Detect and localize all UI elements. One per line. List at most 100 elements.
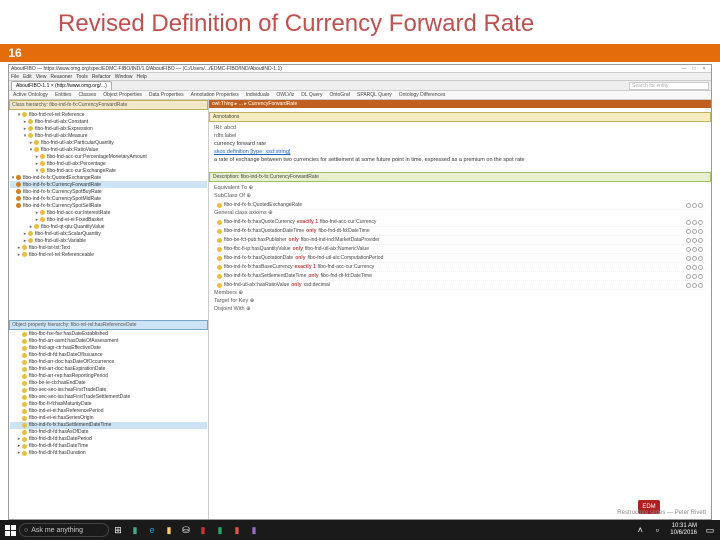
tree-item[interactable]: fibo-fbc-fi-fi:hasMaturityDate: [10, 401, 207, 408]
tray-network-icon[interactable]: ▫: [649, 522, 665, 538]
tree-item[interactable]: fibo-fbc-fse-fse:hasDateEstablished: [10, 331, 207, 338]
notifications-icon[interactable]: ▭: [702, 522, 718, 538]
tree-item[interactable]: ▸fibo-fnd-dt-fd:hasDuration: [10, 450, 207, 457]
tree-item[interactable]: fibo-ind-fx-fx:hasSettlementDateTime: [10, 422, 207, 429]
tree-item[interactable]: ▸fibo-fnd-qt-qtu:QuantityValue: [10, 223, 207, 230]
delete-icon[interactable]: [692, 274, 697, 279]
tree-item[interactable]: fibo-ind-ei-ei:hasSeriesOrigin: [10, 415, 207, 422]
view-tab-active-ontology[interactable]: Active Ontology: [11, 92, 50, 98]
tree-item[interactable]: fibo-ind-fx-fx:CurrencyForwardRate: [10, 181, 207, 188]
ontology-tab[interactable]: AboutFIBO-1.1 × (http://www.omg.org/...): [11, 81, 112, 90]
tree-item[interactable]: fibo-fnd-dt-fd:hasDateOfIssuance: [10, 352, 207, 359]
tree-item[interactable]: ▸fibo-fnd-utl-alx:ScalarQuantity: [10, 230, 207, 237]
view-tab-annotation-properties[interactable]: Annotation Properties: [189, 92, 241, 98]
equivalent-to-label[interactable]: Equivalent To ⊕: [214, 185, 253, 191]
window-close-button[interactable]: ×: [699, 66, 709, 72]
view-tab-classes[interactable]: Classes: [76, 92, 98, 98]
tree-item[interactable]: fibo-be-le-cb:hasEndDate: [10, 380, 207, 387]
powerpoint-icon[interactable]: ▮: [229, 522, 245, 538]
view-tab-dl-query[interactable]: DL Query: [299, 92, 324, 98]
menu-edit[interactable]: Edit: [23, 74, 32, 80]
tree-item[interactable]: ▸fibo-fnd-acc-cur:PercentageMonetaryAmou…: [10, 153, 207, 160]
tree-item[interactable]: ▾fibo-fnd-rel-rel:Reference: [10, 111, 207, 118]
anon-ancestors-label[interactable]: General class axioms ⊕: [214, 210, 273, 216]
window-maximize-button[interactable]: □: [689, 66, 699, 72]
menu-help[interactable]: Help: [137, 74, 147, 80]
edit-icon[interactable]: [686, 229, 691, 234]
annotate-icon[interactable]: [698, 229, 703, 234]
edit-icon[interactable]: [686, 265, 691, 270]
tree-item[interactable]: ▾fibo-fnd-utl-alx:RatioValue: [10, 146, 207, 153]
menu-reasoner[interactable]: Reasoner: [50, 74, 72, 80]
axiom-row[interactable]: fibo-ind-fx-fx:hasQuotationDateTimeonlyf…: [214, 227, 706, 236]
tree-item[interactable]: ▸fibo-fnd-txt-txt:Text: [10, 244, 207, 251]
edit-icon[interactable]: [686, 247, 691, 252]
menu-refactor[interactable]: Refactor: [92, 74, 111, 80]
file-explorer-icon[interactable]: ▮: [161, 522, 177, 538]
tree-item[interactable]: fibo-ind-fx-fx:CurrencySpotBuyRate: [10, 188, 207, 195]
axiom-row[interactable]: fibo-ind-fx-fx:hasSettlementDateTimeonly…: [214, 272, 706, 281]
menu-window[interactable]: Window: [115, 74, 133, 80]
members-label[interactable]: Members ⊕: [214, 290, 243, 296]
taskbar-app-1[interactable]: ▮: [127, 522, 143, 538]
taskbar-clock[interactable]: 10:31 AM10/6/2016: [666, 523, 701, 537]
axiom-row[interactable]: fibo-ind-fx-fx:hasQuoteCurrencyexactly 1…: [214, 218, 706, 227]
excel-icon[interactable]: ▮: [212, 522, 228, 538]
view-tab-entities[interactable]: Entities: [53, 92, 73, 98]
tree-item[interactable]: fibo-fnd-agr-ctr:hasEffectiveDate: [10, 345, 207, 352]
delete-icon[interactable]: [692, 220, 697, 225]
delete-icon[interactable]: [692, 229, 697, 234]
tree-item[interactable]: ▸fibo-fnd-utl-alx:Variable: [10, 237, 207, 244]
view-tab-data-properties[interactable]: Data Properties: [147, 92, 186, 98]
edit-icon[interactable]: [686, 256, 691, 261]
tree-item[interactable]: ▸fibo-fnd-dt-fd:hasDateTime: [10, 443, 207, 450]
tree-item[interactable]: fibo-ind-fx-fx:CurrencySpotSellRate: [10, 202, 207, 209]
axiom-row[interactable]: fibo-be-fct-pub:hasPublisheronlyfibo-ind…: [214, 236, 706, 245]
tree-item[interactable]: ▸fibo-fnd-rel-rel:Referenceable: [10, 251, 207, 258]
menu-view[interactable]: View: [36, 74, 47, 80]
tree-item[interactable]: ▸fibo-fnd-acc-cur:InterestRate: [10, 209, 207, 216]
object-property-hierarchy-tree[interactable]: fibo-fbc-fse-fse:hasDateEstablished fibo-…: [9, 330, 208, 519]
taskbar-app-purple[interactable]: ▮: [246, 522, 262, 538]
delete-icon[interactable]: [692, 247, 697, 252]
tree-item[interactable]: fibo-fnd-arr-doc:hasExpirationDate: [10, 366, 207, 373]
tree-item[interactable]: ▸fibo-fnd-utl-alx:Expression: [10, 125, 207, 132]
axiom-row[interactable]: fibo-ind-fx-fx:hasQuotationDateonlyfibo-…: [214, 254, 706, 263]
annotate-icon[interactable]: [698, 274, 703, 279]
edit-icon[interactable]: [686, 220, 691, 225]
menu-tools[interactable]: Tools: [76, 74, 88, 80]
window-minimize-button[interactable]: —: [679, 66, 689, 72]
task-view-icon[interactable]: ⊞: [110, 522, 126, 538]
edit-icon[interactable]: [686, 238, 691, 243]
start-button[interactable]: [2, 522, 18, 538]
delete-icon[interactable]: [692, 265, 697, 270]
taskbar-app-red[interactable]: ▮: [195, 522, 211, 538]
tree-item[interactable]: ▸fibo-ind-ei-ei:FixedBasket: [10, 216, 207, 223]
tree-item[interactable]: fibo-ind-fx-fx:CurrencySpotMidRate: [10, 195, 207, 202]
class-hierarchy-tree[interactable]: ▾fibo-fnd-rel-rel:Reference▸fibo-fnd-utl…: [9, 110, 208, 320]
edit-icon[interactable]: [686, 283, 691, 288]
annotate-icon[interactable]: [698, 220, 703, 225]
subclass-value-row[interactable]: fibo-ind-fx-fx:QuotedExchangeRate: [214, 201, 706, 210]
tree-item[interactable]: fibo-ind-ei-ei:hasReferencePeriod: [10, 408, 207, 415]
disjoint-with-label[interactable]: Disjoint With ⊕: [214, 306, 251, 312]
delete-icon[interactable]: [692, 283, 697, 288]
tree-item[interactable]: ▾fibo-fnd-acc-cur:ExchangeRate: [10, 167, 207, 174]
tree-item[interactable]: fibo-sec-sec-iss:hasFirstTradeSettlement…: [10, 394, 207, 401]
view-tab-owlviz[interactable]: OWLViz: [274, 92, 296, 98]
annotate-icon[interactable]: [698, 238, 703, 243]
menu-file[interactable]: File: [11, 74, 19, 80]
tree-item[interactable]: fibo-fnd-arr-rep:hasReportingPeriod: [10, 373, 207, 380]
annotate-icon[interactable]: [698, 256, 703, 261]
annotate-icon[interactable]: [698, 247, 703, 252]
edge-icon[interactable]: e: [144, 522, 160, 538]
target-key-label[interactable]: Target for Key ⊕: [214, 298, 254, 304]
axiom-row[interactable]: fibo-fnd-utl-alx:hasRatioValueonlyxsd:de…: [214, 281, 706, 290]
delete-icon[interactable]: [692, 238, 697, 243]
delete-icon[interactable]: [692, 256, 697, 261]
tree-item[interactable]: ▾fibo-fnd-utl-alx:Measure: [10, 132, 207, 139]
tree-item[interactable]: ▾fibo-ind-fx-fx:QuotedExchangeRate: [10, 174, 207, 181]
tree-item[interactable]: ▸fibo-fnd-utl-alx:Constant: [10, 118, 207, 125]
tree-item[interactable]: fibo-fnd-arr-doc:hasDateOfOccurrence: [10, 359, 207, 366]
view-tab-ontology-differences[interactable]: Ontology Differences: [397, 92, 448, 98]
